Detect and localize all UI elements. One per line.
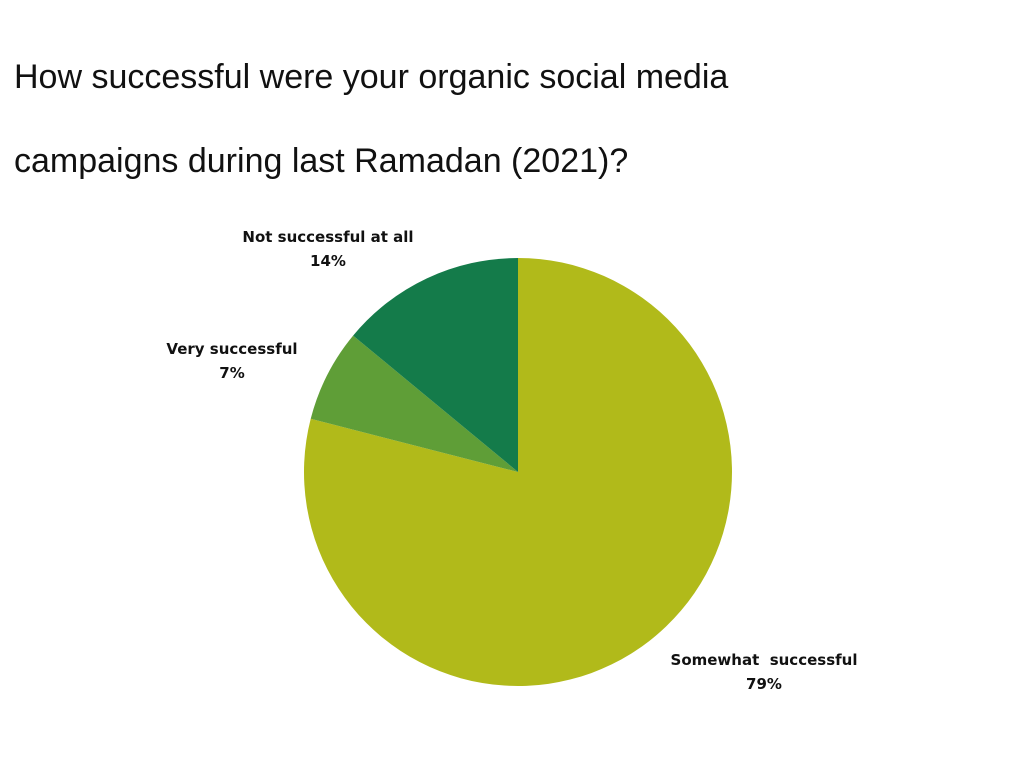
pie-slice-0 [303, 258, 732, 686]
slice-category-label: Somewhat successful [671, 651, 858, 669]
chart-title: How successful were your organic social … [14, 14, 914, 224]
slice-value-label: 79% [746, 675, 782, 693]
chart-title-line-2: campaigns during last Ramadan (2021)? [14, 142, 629, 180]
slice-value-label: 14% [310, 252, 346, 270]
slice-category-label: Very successful [166, 340, 297, 358]
pie-slice-2 [353, 258, 518, 472]
chart-title-line-1: How successful were your organic social … [14, 58, 729, 96]
pie-slices [303, 258, 732, 686]
slice-category-label: Not successful at all [242, 228, 413, 246]
slice-value-label: 7% [219, 364, 244, 382]
pie-labels: Somewhat successful 79% Very successful 7% N… [166, 228, 857, 693]
pie-slice-1 [310, 335, 518, 472]
